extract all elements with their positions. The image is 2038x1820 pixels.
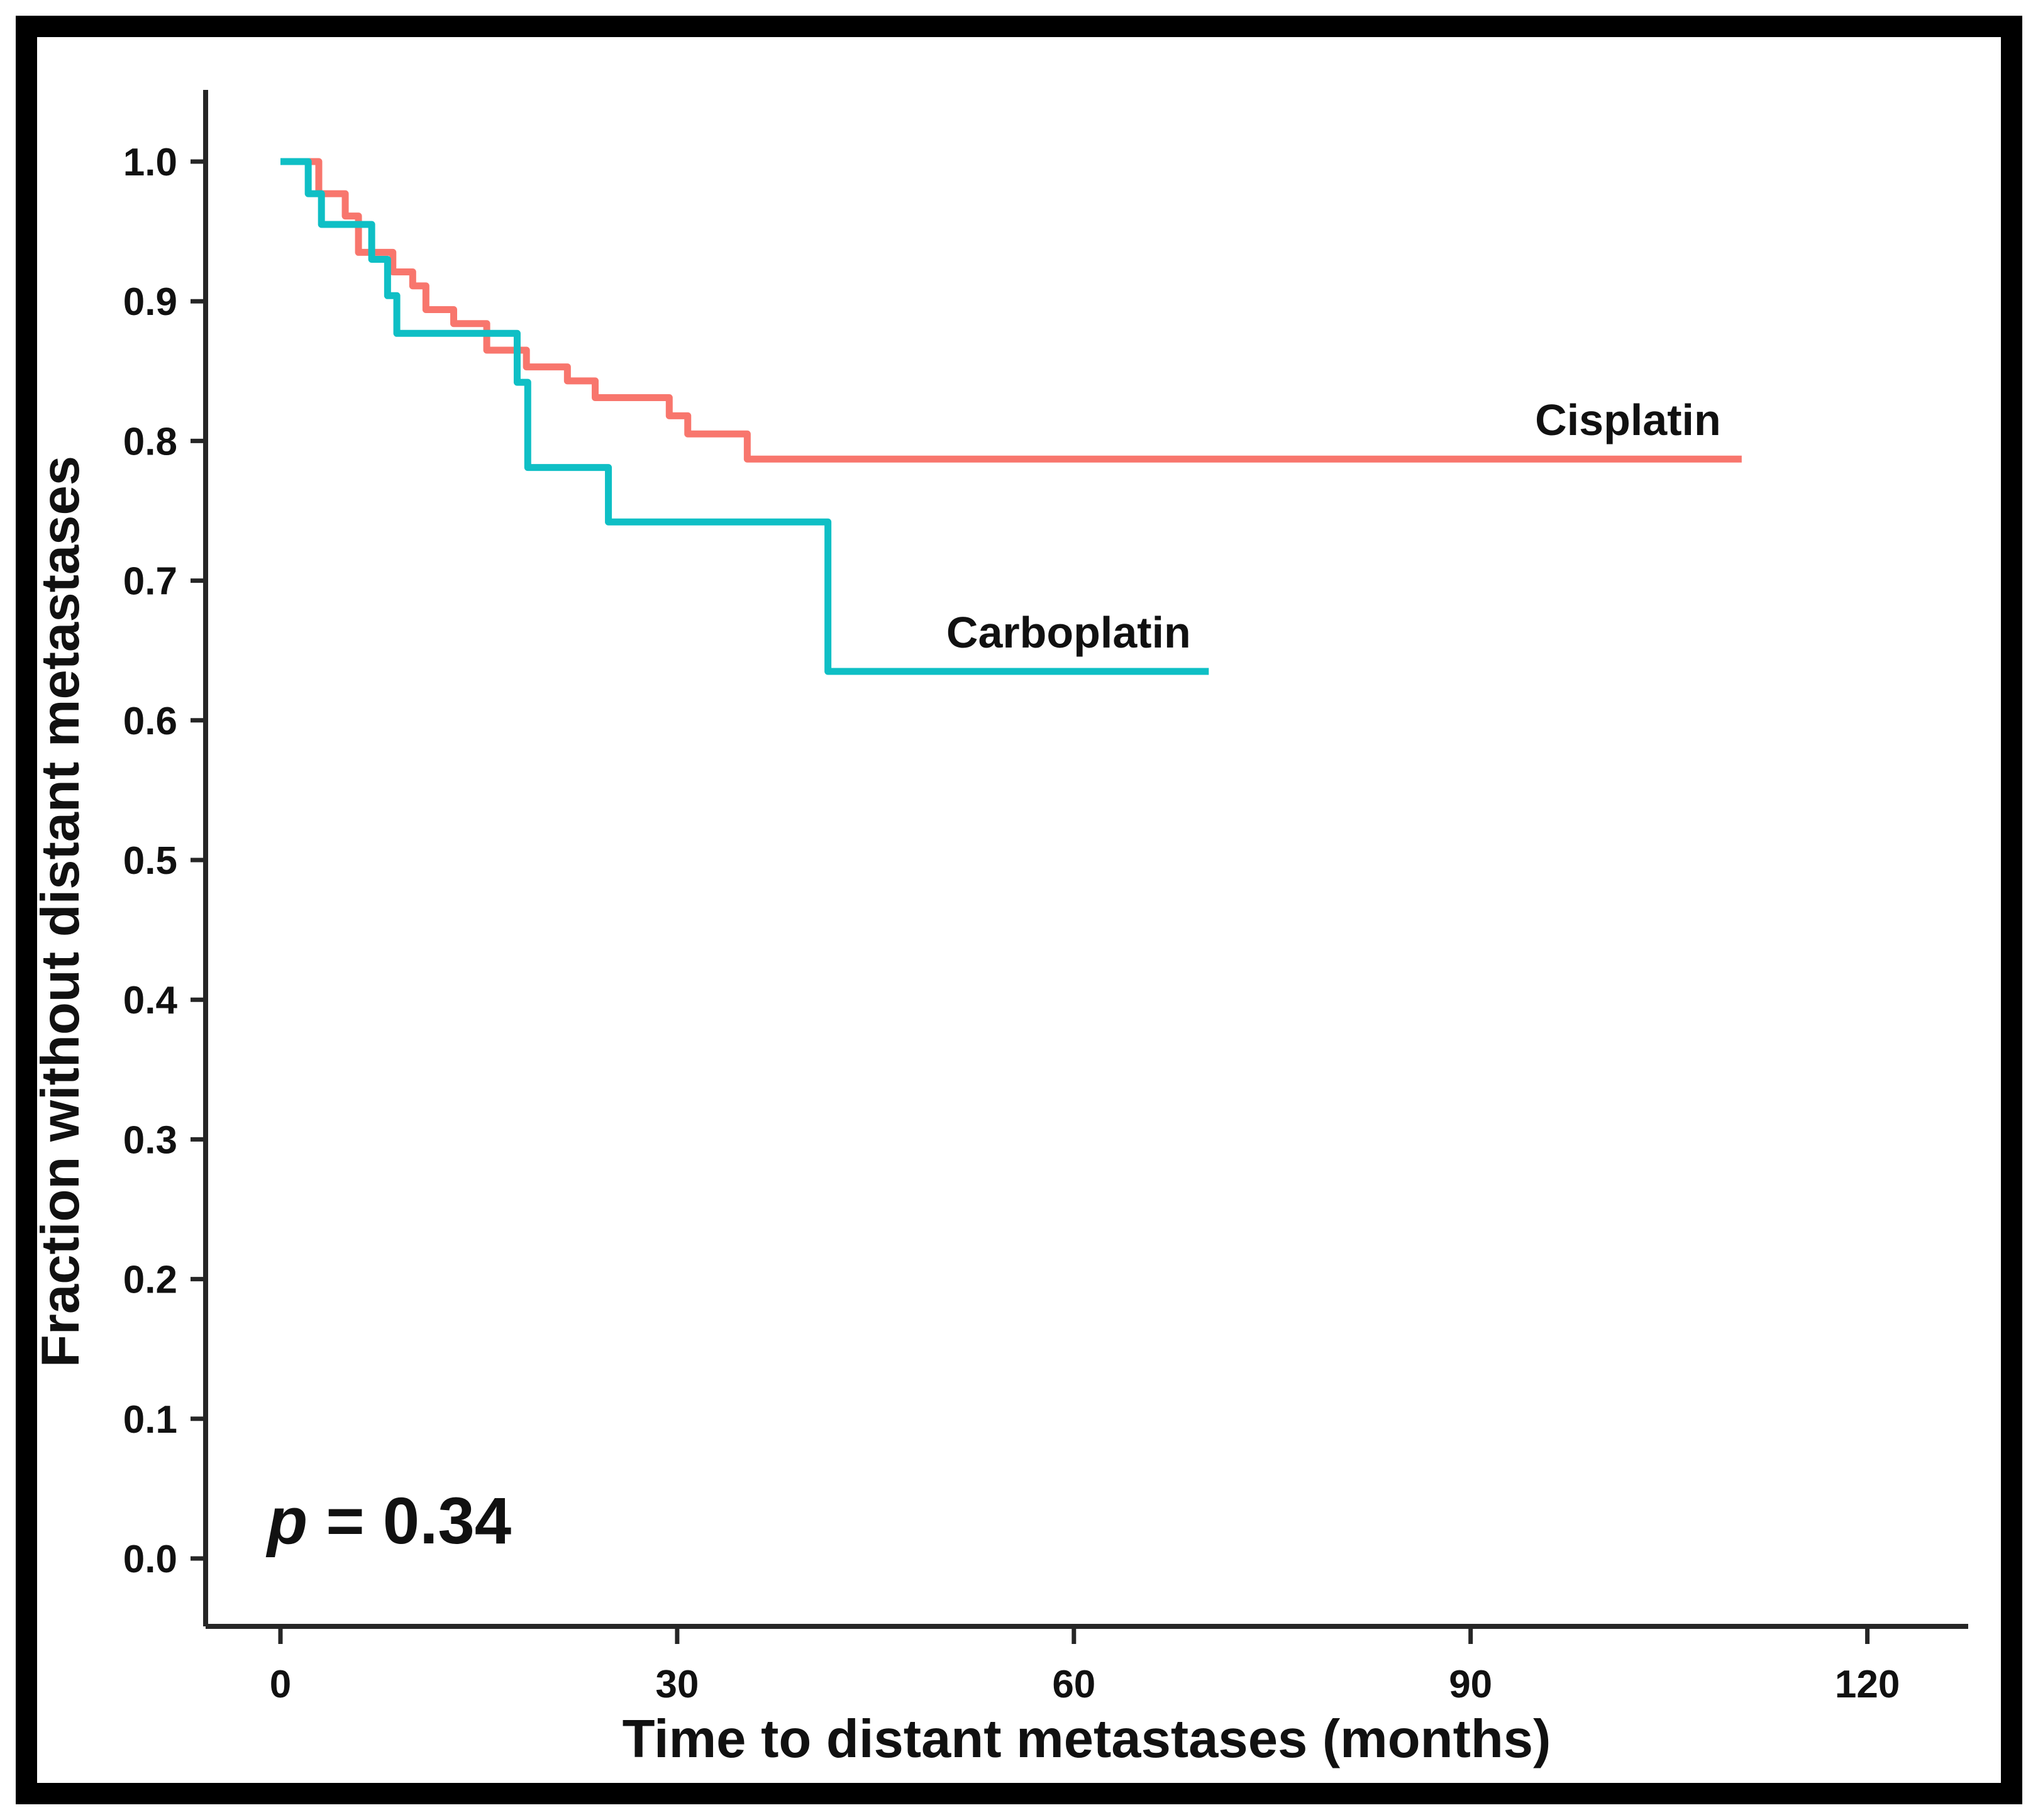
- p-value-text: = 0.34: [307, 1484, 511, 1558]
- y-tick-label: 0.6: [123, 700, 177, 743]
- x-axis-ticks: 0 30 60 90 120: [270, 1626, 1900, 1706]
- x-tick-label: 30: [655, 1663, 699, 1706]
- y-tick-label: 0.7: [123, 560, 177, 604]
- y-tick-label: 0.2: [123, 1259, 177, 1302]
- y-tick-label: 0.5: [123, 839, 177, 883]
- x-tick-label: 90: [1449, 1663, 1492, 1706]
- y-tick-label: 1.0: [123, 141, 177, 184]
- carboplatin-curve: [280, 158, 1209, 675]
- y-tick-label: 0.4: [123, 979, 178, 1022]
- x-axis-title: Time to distant metastases (months): [623, 1709, 1551, 1769]
- p-value-annotation: p = 0.34: [265, 1484, 511, 1558]
- p-symbol: p: [265, 1484, 307, 1558]
- x-tick-label: 60: [1052, 1663, 1095, 1706]
- y-axis-ticks: 0.0 0.1 0.2 0.3 0.4 0.5 0.6 0.7 0.8 0.9 1.0: [123, 141, 206, 1581]
- x-tick-label: 120: [1835, 1663, 1900, 1706]
- y-axis-title: Fraction without distant metastases: [31, 456, 91, 1367]
- y-tick-label: 0.9: [123, 280, 177, 324]
- cisplatin-series-label: Cisplatin: [1535, 395, 1721, 444]
- cisplatin-curve: [280, 158, 1742, 463]
- y-tick-label: 0.3: [123, 1118, 177, 1162]
- x-tick-label: 0: [270, 1663, 291, 1706]
- y-tick-label: 0.1: [123, 1398, 177, 1442]
- survival-curves: [280, 158, 1742, 675]
- carboplatin-series-label: Carboplatin: [946, 608, 1191, 657]
- y-tick-label: 0.8: [123, 420, 177, 463]
- y-tick-label: 0.0: [123, 1538, 177, 1581]
- figure-border: [16, 16, 2022, 1804]
